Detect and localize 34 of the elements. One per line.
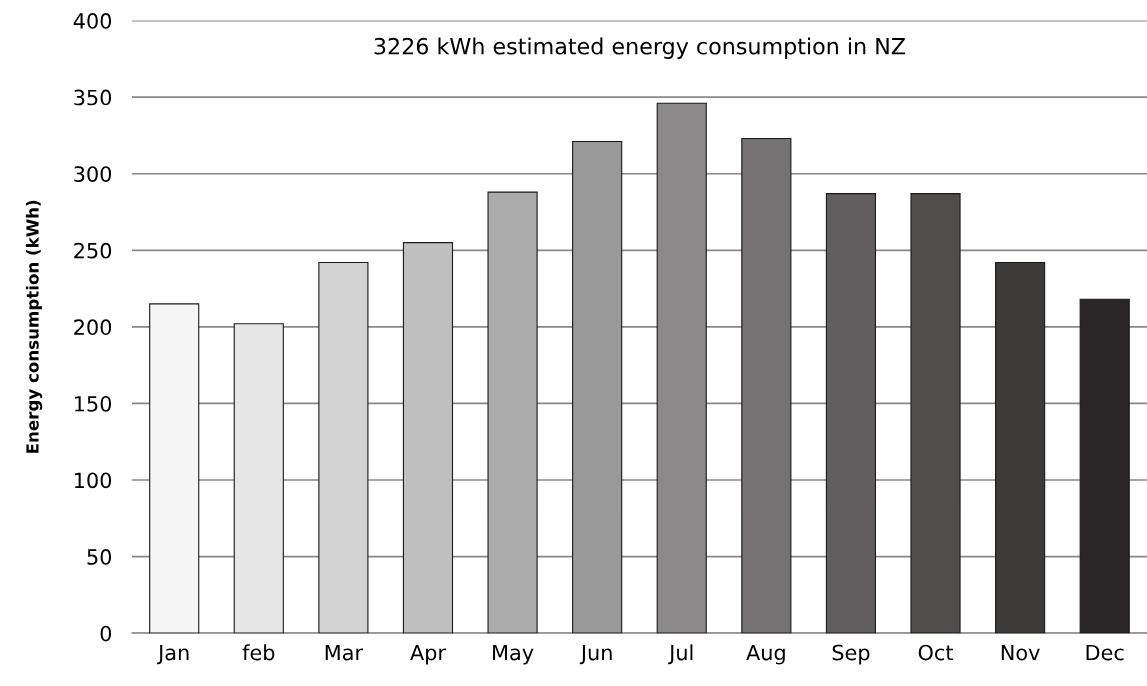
y-tick-label: 100 xyxy=(74,472,112,489)
x-tick-label: Jul xyxy=(668,644,693,665)
x-tick-label: Mar xyxy=(325,644,364,661)
y-tick-label: 350 xyxy=(74,89,112,106)
text: 3226 kWh estimated energy consumption in NZ xyxy=(374,37,906,59)
x-tick-label: Jan xyxy=(157,644,189,665)
bar xyxy=(910,193,961,634)
bar xyxy=(995,262,1046,634)
bar xyxy=(233,323,284,634)
x-tick-label: Nov xyxy=(1001,644,1040,661)
bar xyxy=(318,262,369,634)
y-tick-label: 50 xyxy=(87,549,112,565)
y-tick-label: 150 xyxy=(74,395,112,412)
bar xyxy=(572,141,623,634)
x-tick-label: Sep xyxy=(832,644,870,665)
bar xyxy=(1079,298,1130,634)
y-tick-label: 200 xyxy=(74,319,112,336)
bar xyxy=(402,242,454,634)
x-tick-label: Dec xyxy=(1086,644,1124,661)
x-tick-label: Apr xyxy=(410,644,446,665)
x-tick-label: Oct xyxy=(918,644,954,661)
x-tick-label: Aug xyxy=(746,644,785,665)
bar xyxy=(487,191,538,634)
y-axis-title: Energy consumption (kWh) xyxy=(25,200,43,453)
y-tick-label: 250 xyxy=(74,242,112,259)
y-tick-label: 0 xyxy=(100,625,112,642)
x-tick-label: May xyxy=(493,644,534,665)
x-tick-label: Jun xyxy=(579,644,612,665)
bar xyxy=(741,137,792,634)
y-tick-label: 400 xyxy=(73,13,112,29)
y-tick-label: 300 xyxy=(74,166,112,182)
x-tick-label: feb xyxy=(242,644,275,661)
bar xyxy=(149,303,200,634)
bar xyxy=(825,193,877,634)
